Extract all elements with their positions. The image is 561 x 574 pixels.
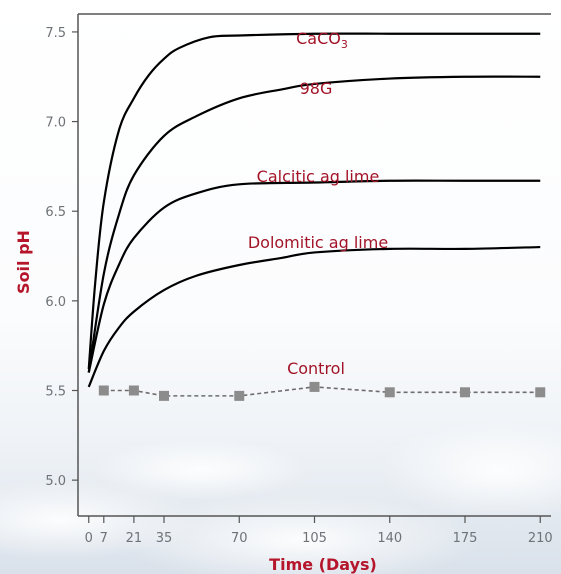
x-tick-label: 175 xyxy=(453,531,478,546)
series-label-caco3: CaCO3 xyxy=(296,29,348,51)
series-line-3 xyxy=(87,245,541,388)
series-line-0 xyxy=(87,32,541,370)
data-point-marker xyxy=(384,387,395,398)
background-clouds xyxy=(0,420,561,574)
y-axis-title: Soil pH xyxy=(14,230,33,294)
series-label-calcitic-ag-lime: Calcitic ag lime xyxy=(257,167,380,186)
y-axis: 5.0 5.5 6.0 6.5 7.0 7.5 xyxy=(45,26,78,489)
x-tick-label: 21 xyxy=(126,531,143,546)
y-tick-label: 7.5 xyxy=(45,26,66,41)
x-tick-label: 35 xyxy=(156,531,173,546)
x-axis: 0 7 21 35 70 105 140 175 210 xyxy=(85,516,553,546)
x-tick-label: 105 xyxy=(302,531,327,546)
data-point-marker xyxy=(234,390,245,401)
data-point-marker xyxy=(309,381,320,392)
series-line-1 xyxy=(87,75,541,373)
data-point-marker xyxy=(128,385,139,396)
x-tick-label: 140 xyxy=(377,531,402,546)
caco3-label-main: CaCO xyxy=(296,29,341,48)
y-tick-label: 5.0 xyxy=(45,474,66,489)
y-tick-label: 6.0 xyxy=(45,295,66,310)
series-label-control: Control xyxy=(287,359,345,378)
data-point-marker xyxy=(460,387,470,398)
series-labels: CaCO3 98G Calcitic ag lime Dolomitic ag … xyxy=(248,29,388,378)
series-line-2 xyxy=(87,179,541,373)
x-tick-label: 7 xyxy=(100,531,108,546)
axis-lines xyxy=(77,13,551,517)
series-label-98g: 98G xyxy=(300,79,333,98)
series-line-4 xyxy=(103,386,541,397)
y-tick-label: 5.5 xyxy=(45,385,66,400)
y-tick-label: 6.5 xyxy=(45,205,66,220)
data-point-marker xyxy=(535,387,546,398)
caco3-label-subscript: 3 xyxy=(341,38,348,51)
x-axis-title: Time (Days) xyxy=(269,555,377,574)
y-tick-label: 7.0 xyxy=(45,116,66,131)
series-label-dolomitic-ag-lime: Dolomitic ag lime xyxy=(248,233,388,252)
data-point-marker xyxy=(98,385,109,396)
data-point-marker xyxy=(159,390,169,401)
x-tick-label: 210 xyxy=(528,531,553,546)
x-tick-label: 0 xyxy=(85,531,93,546)
series xyxy=(87,32,546,401)
x-tick-label: 70 xyxy=(231,531,248,546)
